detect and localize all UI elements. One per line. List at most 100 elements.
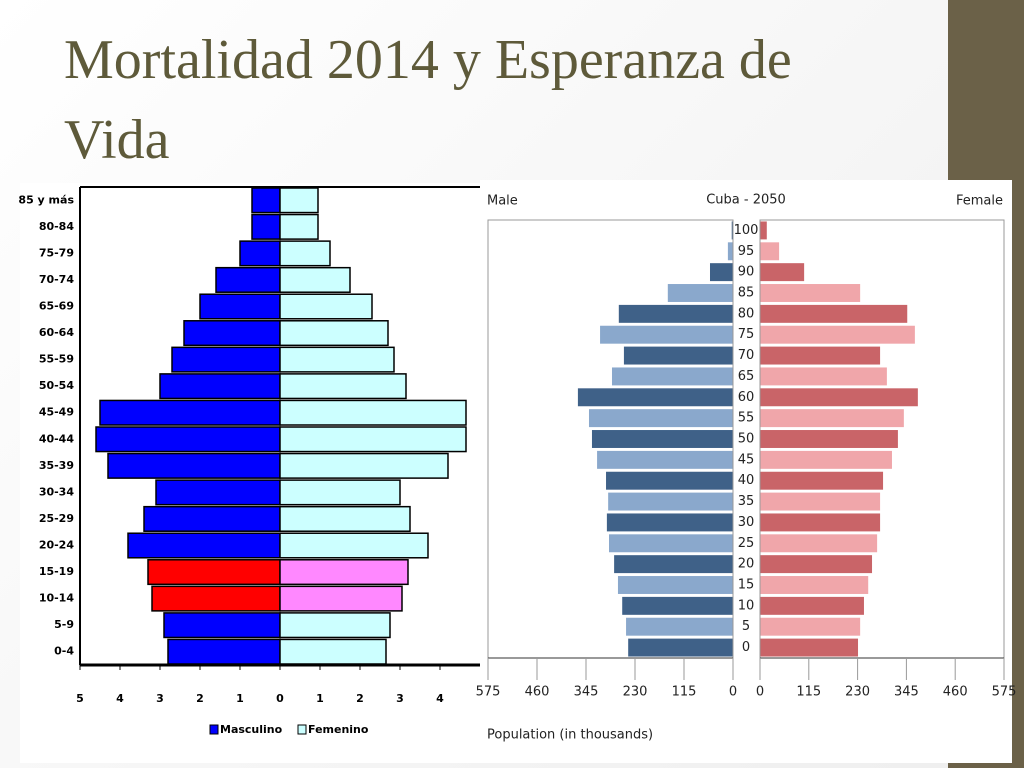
bar bbox=[279, 479, 401, 506]
y-tick-label: 40-44 bbox=[39, 432, 75, 445]
bar bbox=[107, 452, 281, 479]
y-tick-label: 85 y más bbox=[18, 193, 74, 206]
y-tick-label: 35 bbox=[738, 494, 755, 509]
bar bbox=[159, 373, 281, 400]
bar bbox=[171, 346, 281, 373]
legend-label: Femenino bbox=[308, 723, 369, 736]
y-tick-label: 10 bbox=[738, 598, 755, 613]
bar bbox=[760, 471, 884, 490]
bar bbox=[611, 367, 733, 386]
bar bbox=[609, 534, 733, 553]
bar bbox=[606, 513, 733, 532]
bar bbox=[760, 617, 861, 636]
y-tick-label: 0 bbox=[742, 640, 750, 655]
y-tick-label: 10-14 bbox=[39, 592, 75, 605]
x-tick-label: 460 bbox=[943, 685, 968, 700]
y-tick-label: 15-19 bbox=[39, 565, 74, 578]
bar bbox=[279, 399, 467, 426]
x-tick-label: 230 bbox=[623, 685, 648, 700]
y-tick-label: 25 bbox=[738, 536, 755, 551]
bar bbox=[239, 240, 281, 267]
y-tick-label: 50 bbox=[738, 432, 755, 447]
bar bbox=[760, 388, 918, 407]
bar bbox=[614, 555, 733, 574]
y-tick-label: 20 bbox=[738, 557, 755, 572]
bar bbox=[760, 576, 869, 594]
bar bbox=[608, 492, 733, 511]
bar bbox=[143, 505, 281, 532]
bar bbox=[279, 426, 467, 453]
legend-swatch bbox=[209, 724, 219, 735]
slide-title: Mortalidad 2014 y Esperanza de Vida bbox=[64, 29, 792, 171]
bar bbox=[251, 213, 281, 240]
bar bbox=[279, 505, 411, 532]
bar bbox=[163, 612, 281, 639]
bar bbox=[667, 284, 733, 302]
x-tick-label: 575 bbox=[992, 685, 1017, 700]
plot-frame bbox=[759, 219, 1005, 658]
bar bbox=[577, 388, 733, 407]
x-tick-label: 3 bbox=[396, 692, 404, 705]
x-tick-label: 115 bbox=[796, 685, 821, 700]
y-tick-label: 70-74 bbox=[39, 273, 75, 286]
bar bbox=[199, 293, 281, 320]
plot-frame bbox=[487, 219, 734, 658]
x-tick-label: 2 bbox=[196, 692, 204, 705]
bar bbox=[99, 399, 281, 426]
y-tick-label: 40 bbox=[738, 473, 755, 488]
bar bbox=[279, 532, 429, 559]
y-tick-label: 65 bbox=[738, 369, 755, 384]
bar bbox=[760, 638, 859, 657]
bar bbox=[709, 263, 733, 282]
bar bbox=[760, 596, 864, 615]
x-tick-label: 1 bbox=[236, 692, 244, 705]
y-tick-label: 50-54 bbox=[39, 379, 75, 392]
bar bbox=[628, 638, 733, 657]
x-tick-label: 345 bbox=[574, 685, 599, 700]
bar bbox=[600, 325, 733, 344]
y-tick-label: 45-49 bbox=[39, 406, 74, 419]
y-tick-label: 95 bbox=[738, 244, 755, 259]
legend-swatch bbox=[297, 724, 307, 735]
bar bbox=[760, 367, 887, 386]
y-tick-label: 70 bbox=[738, 348, 755, 363]
y-tick-label: 20-24 bbox=[39, 539, 75, 552]
bar bbox=[167, 638, 281, 665]
bar bbox=[760, 430, 898, 448]
x-tick-label: 575 bbox=[476, 685, 501, 700]
y-tick-label: 75 bbox=[738, 327, 755, 342]
bar bbox=[760, 325, 915, 344]
y-tick-label: 55-59 bbox=[39, 353, 74, 366]
bar bbox=[279, 373, 407, 400]
bar bbox=[618, 304, 733, 323]
bar bbox=[760, 284, 861, 302]
y-tick-label: 60-64 bbox=[39, 326, 75, 339]
bar bbox=[760, 409, 904, 428]
bar bbox=[279, 187, 319, 214]
y-tick-label: 80-84 bbox=[39, 220, 75, 233]
x-tick-label: 4 bbox=[116, 692, 124, 705]
y-tick-label: 0-4 bbox=[54, 645, 74, 658]
bar bbox=[279, 612, 391, 639]
bar bbox=[622, 596, 733, 615]
y-tick-label: 25-29 bbox=[39, 512, 74, 525]
y-tick-label: 5-9 bbox=[54, 618, 74, 631]
bar bbox=[279, 638, 387, 665]
x-axis-title: Population (in thousands) bbox=[487, 728, 653, 743]
y-tick-label: 30 bbox=[738, 515, 755, 530]
x-tick-label: 5 bbox=[76, 692, 84, 705]
x-tick-label: 4 bbox=[436, 692, 444, 705]
x-tick-label: 3 bbox=[156, 692, 164, 705]
bar bbox=[155, 479, 281, 506]
bar bbox=[597, 450, 733, 469]
y-tick-label: 35-39 bbox=[39, 459, 74, 472]
bar bbox=[760, 242, 780, 261]
bar bbox=[760, 534, 878, 553]
bar bbox=[588, 409, 733, 428]
bar bbox=[760, 513, 881, 532]
x-tick-label: 345 bbox=[894, 685, 919, 700]
y-tick-label: 100 bbox=[734, 223, 759, 238]
bar bbox=[760, 304, 908, 323]
bar bbox=[760, 450, 892, 469]
